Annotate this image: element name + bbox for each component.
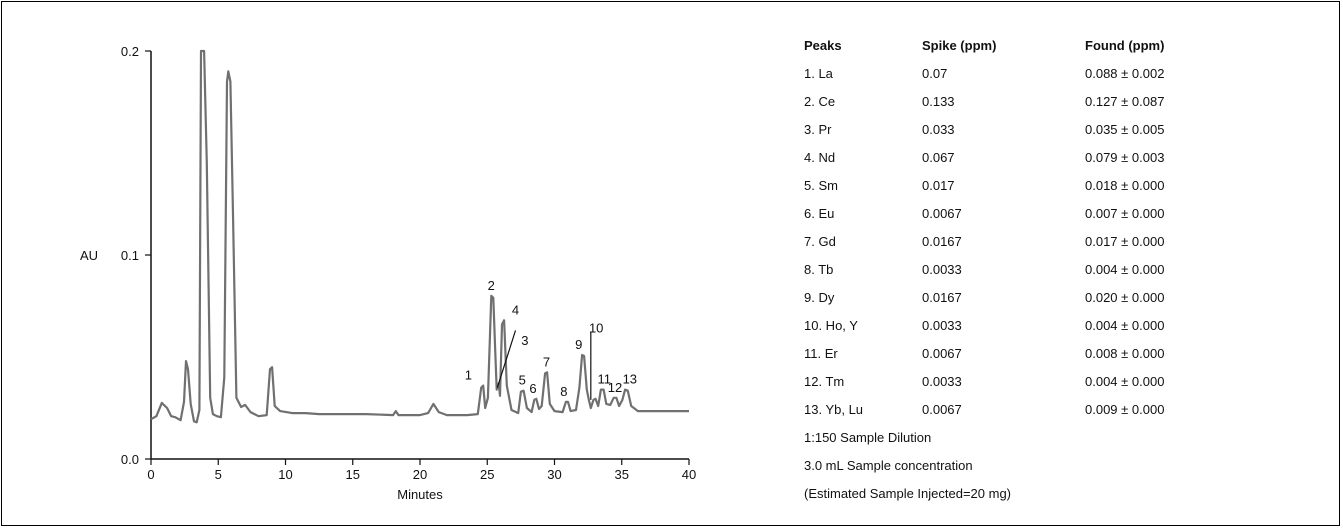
spike-value: 0.033 <box>922 122 955 137</box>
header-peaks: Peaks <box>804 38 842 53</box>
spike-value: 0.0033 <box>922 262 962 277</box>
peak-label-2: 2 <box>488 278 495 293</box>
peak-name: 5. Sm <box>804 178 838 193</box>
found-value: 0.017 ± 0.000 <box>1085 234 1165 249</box>
x-tick-label: 20 <box>413 467 427 482</box>
spike-value: 0.0067 <box>922 206 962 221</box>
y-tick-label: 0.0 <box>121 452 139 467</box>
peak-name: 7. Gd <box>804 234 836 249</box>
found-value: 0.127 ± 0.087 <box>1085 94 1165 109</box>
spike-value: 0.0033 <box>922 318 962 333</box>
found-value: 0.035 ± 0.005 <box>1085 122 1165 137</box>
spike-value: 0.07 <box>922 66 948 81</box>
peak-name: 1. La <box>804 66 833 81</box>
peak-name: 13. Yb, Lu <box>804 402 864 417</box>
series-line <box>150 49 689 424</box>
note-concentration: 3.0 mL Sample concentration <box>804 458 973 473</box>
x-tick-label: 25 <box>480 467 494 482</box>
spike-value: 0.067 <box>922 150 955 165</box>
peak-label-7: 7 <box>543 354 550 369</box>
trace-layer <box>150 49 689 424</box>
peak-name: 4. Nd <box>804 150 836 165</box>
found-value: 0.079 ± 0.003 <box>1085 150 1165 165</box>
x-tick-label: 40 <box>682 467 696 482</box>
peak-name: 6. Eu <box>804 206 835 221</box>
found-value: 0.007 ± 0.000 <box>1085 206 1165 221</box>
x-tick-label: 35 <box>615 467 629 482</box>
y-tick-label: 0.2 <box>121 44 139 59</box>
x-tick-label: 0 <box>147 467 154 482</box>
peak-label-1: 1 <box>465 368 472 383</box>
found-value: 0.020 ± 0.000 <box>1085 290 1165 305</box>
x-tick-label: 30 <box>547 467 561 482</box>
spike-value: 0.0167 <box>922 290 962 305</box>
peak-label-8: 8 <box>560 384 567 399</box>
peak-label-5: 5 <box>519 373 526 388</box>
x-axis-title: Minutes <box>397 487 443 502</box>
x-tick-label: 10 <box>278 467 292 482</box>
spike-value: 0.0167 <box>922 234 962 249</box>
spike-value: 0.017 <box>922 178 955 193</box>
found-value: 0.008 ± 0.000 <box>1085 346 1165 361</box>
peak-name: 10. Ho, Y <box>804 318 858 333</box>
found-value: 0.009 ± 0.000 <box>1085 402 1165 417</box>
peak-label-13: 13 <box>623 372 637 387</box>
peak-label-9: 9 <box>575 337 582 352</box>
y-axis-title: AU <box>80 248 98 263</box>
peak-name: 11. Er <box>804 346 838 361</box>
header-spike: Spike (ppm) <box>922 38 997 53</box>
peak-label-3: 3 <box>521 333 528 348</box>
peak-name: 3. Pr <box>804 122 832 137</box>
peak-label-11: 11 <box>598 372 612 387</box>
peak-name: 9. Dy <box>804 290 835 305</box>
spike-value: 0.0033 <box>922 374 962 389</box>
x-tick-label: 5 <box>215 467 222 482</box>
y-tick-label: 0.1 <box>121 248 139 263</box>
peak-label-4: 4 <box>512 302 519 317</box>
found-value: 0.088 ± 0.002 <box>1085 66 1165 81</box>
found-value: 0.018 ± 0.000 <box>1085 178 1165 193</box>
header-found: Found (ppm) <box>1085 38 1165 53</box>
spike-value: 0.0067 <box>922 402 962 417</box>
peak-name: 2. Ce <box>804 94 836 109</box>
spike-value: 0.133 <box>922 94 955 109</box>
peak-label-10: 10 <box>589 321 603 336</box>
found-value: 0.004 ± 0.000 <box>1085 318 1165 333</box>
peak-name: 12. Tm <box>804 374 845 389</box>
peak-label-12: 12 <box>608 380 622 395</box>
peak-label-6: 6 <box>529 381 536 396</box>
note-dilution: 1:150 Sample Dilution <box>804 430 932 445</box>
spike-value: 0.0067 <box>922 346 962 361</box>
leader-line-3 <box>496 330 517 388</box>
peak-name: 8. Tb <box>804 262 834 277</box>
found-value: 0.004 ± 0.000 <box>1085 374 1165 389</box>
found-value: 0.004 ± 0.000 <box>1085 262 1165 277</box>
note-injected: (Estimated Sample Injected=20 mg) <box>804 486 1012 501</box>
x-tick-label: 15 <box>346 467 360 482</box>
